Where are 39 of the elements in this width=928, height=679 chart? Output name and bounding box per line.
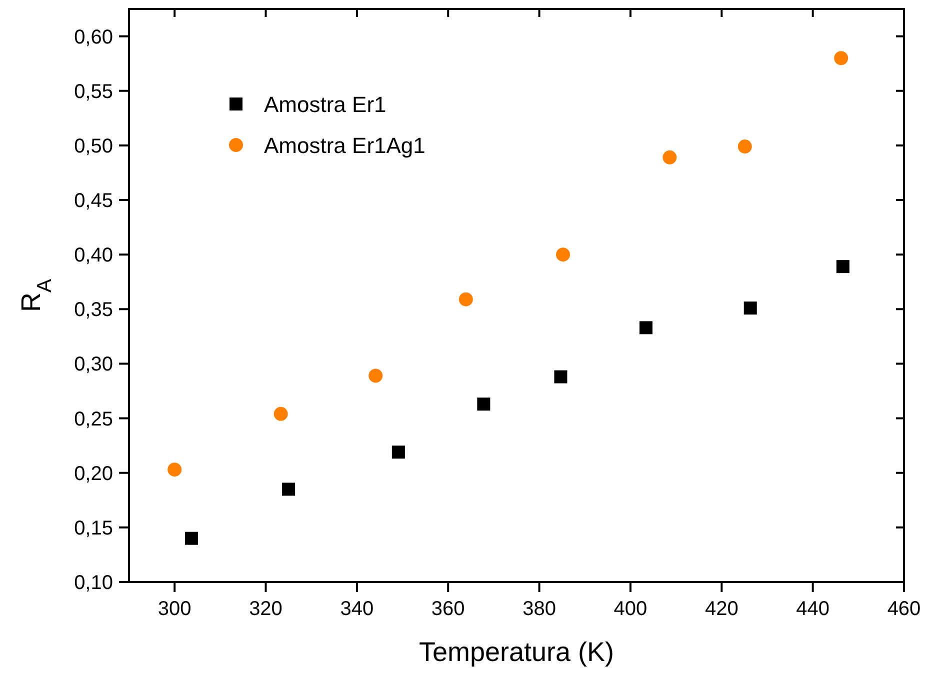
point [392, 446, 405, 459]
y-tick-label: 0,30 [74, 354, 113, 376]
point [477, 398, 490, 411]
point [639, 321, 652, 334]
y-tick-label: 0,25 [74, 408, 113, 430]
point [744, 302, 757, 315]
x-tick-label: 300 [158, 598, 192, 620]
point [168, 462, 182, 477]
x-tick-label: 420 [704, 598, 738, 620]
point [184, 532, 198, 545]
y-tick-label: 0,15 [74, 517, 113, 540]
x-tick-label: 440 [796, 598, 830, 620]
point [738, 140, 752, 154]
y-tick-label: 0,20 [74, 462, 113, 485]
point [274, 406, 288, 421]
x-tick-label: 360 [431, 598, 465, 620]
y-tick-label: 0,35 [74, 299, 113, 322]
y-tick-label: 0,45 [74, 190, 113, 212]
point [554, 370, 568, 384]
y-tick-label: 0,40 [74, 244, 113, 267]
y-tick-label: 0,50 [74, 135, 113, 158]
point [556, 248, 570, 262]
point [834, 51, 848, 66]
point [836, 260, 850, 274]
y-tick-label: 0,60 [74, 26, 113, 48]
x-tick-label: 400 [614, 598, 648, 620]
point [662, 150, 677, 164]
x-tick-label: 340 [340, 598, 374, 620]
x-axis-title: Temperatura (K) [418, 637, 614, 667]
point [458, 292, 473, 306]
legend-label: Amostra Er1 [264, 92, 386, 117]
point [368, 368, 383, 383]
x-tick-label: 380 [522, 598, 556, 620]
y-tick-label: 0,10 [74, 572, 113, 594]
x-tick-label: 320 [249, 598, 282, 620]
x-tick-label: 460 [887, 598, 921, 620]
point [282, 482, 296, 496]
y-tick-label: 0,55 [74, 80, 113, 103]
legend-label: Amostra Er1Ag1 [264, 133, 426, 158]
